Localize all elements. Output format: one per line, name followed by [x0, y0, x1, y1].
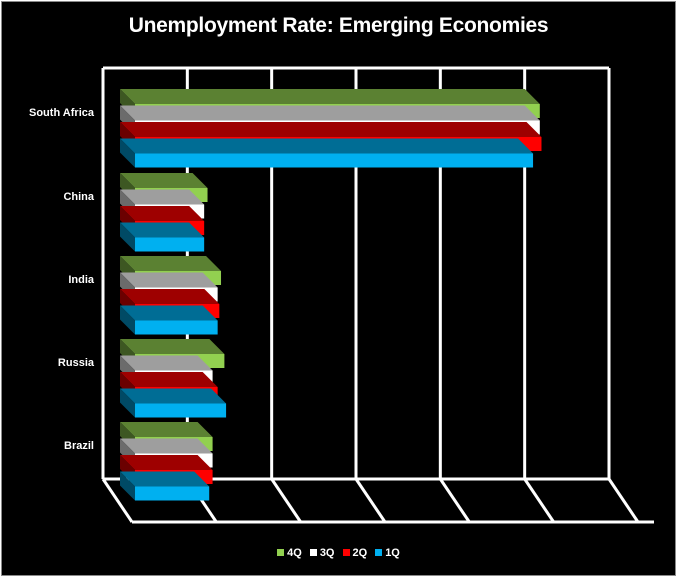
bar-end	[120, 305, 135, 335]
bar-top	[120, 305, 218, 321]
bar-top	[120, 206, 205, 221]
bar-top	[120, 122, 542, 137]
bar-top	[120, 422, 213, 437]
legend-swatch	[342, 549, 350, 556]
floor-gridline	[354, 478, 387, 523]
category-label: China	[63, 191, 94, 203]
category-label: Brazil	[64, 440, 94, 452]
legend-label: 4Q	[287, 547, 302, 559]
floor-gridline	[523, 478, 555, 523]
legend-label: 2Q	[352, 547, 368, 559]
bar-top	[120, 272, 218, 288]
bar-front	[135, 237, 205, 252]
bar-top	[120, 355, 213, 371]
bar-front	[135, 320, 218, 335]
bar-top	[120, 455, 213, 470]
bar-top	[120, 256, 222, 271]
bar-top	[120, 173, 208, 188]
legend-label: 3Q	[319, 547, 335, 559]
floor-gridline	[607, 478, 640, 523]
floor-gridline	[101, 478, 134, 523]
bar-top	[120, 372, 218, 387]
legend-swatch	[309, 549, 317, 556]
legend-item: 3Q	[309, 547, 335, 559]
bar-end	[120, 388, 135, 418]
bar-top	[120, 105, 540, 121]
bar-top	[120, 471, 210, 487]
bar-top	[120, 289, 220, 304]
category-label: Russia	[58, 357, 95, 369]
bar-end	[120, 471, 135, 501]
category-label: India	[68, 274, 95, 286]
bar-front	[135, 153, 534, 168]
category-label: South Africa	[29, 107, 95, 119]
legend: 4Q 3Q 2Q 1Q	[2, 547, 675, 559]
bar-front	[135, 403, 227, 418]
bar-top	[120, 339, 225, 354]
bar-top	[120, 222, 205, 238]
legend-swatch	[277, 549, 285, 556]
legend-item: 4Q	[277, 547, 302, 559]
bar-top	[120, 89, 540, 104]
legend-item: 1Q	[375, 547, 400, 559]
legend-label: 1Q	[385, 547, 400, 559]
bar-top	[120, 138, 534, 154]
legend-item: 2Q	[342, 547, 368, 559]
bar-end	[120, 138, 135, 168]
bar-top	[120, 438, 213, 454]
chart-title: Unemployment Rate: Emerging Economies	[128, 14, 549, 37]
floor-gridline	[270, 478, 302, 523]
bar-end	[120, 222, 135, 252]
bar-front	[135, 486, 210, 501]
bar-top	[120, 388, 227, 404]
legend-swatch	[375, 549, 383, 556]
floor-gridline	[439, 478, 471, 523]
bar-top	[120, 189, 205, 205]
